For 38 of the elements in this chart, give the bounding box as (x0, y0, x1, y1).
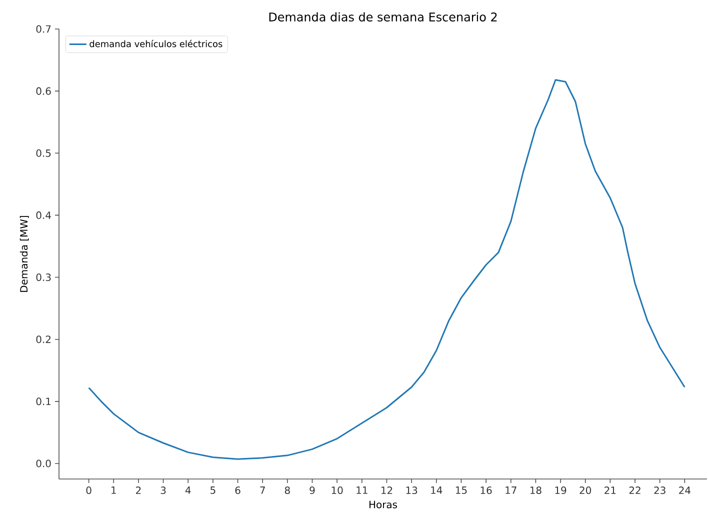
y-tick-label: 0.5 (36, 149, 51, 157)
x-tick-label: 16 (480, 486, 492, 494)
chart-title: Demanda dias de semana Escenario 2 (269, 12, 497, 22)
y-tick-label: 0.2 (36, 336, 50, 344)
x-tick-label: 21 (604, 486, 616, 494)
x-tick-label: 12 (381, 486, 392, 494)
x-tick-label: 11 (356, 486, 368, 494)
x-tick-label: 3 (160, 486, 166, 494)
x-tick-label: 24 (679, 486, 690, 494)
x-tick-label: 10 (332, 486, 343, 494)
x-tick-label: 6 (235, 486, 240, 494)
line-series (88, 79, 686, 460)
x-tick-label: 23 (654, 486, 666, 494)
y-tick-label: 0.1 (36, 398, 51, 406)
y-axis-title: Demanda [MW] (20, 216, 29, 292)
y-tick-label: 0.7 (36, 25, 51, 33)
x-tick-label: 19 (555, 486, 566, 494)
legend-label: demanda vehículos eléctricos (90, 40, 222, 48)
x-tick-label: 22 (629, 486, 640, 494)
x-tick-label: 1 (112, 486, 116, 494)
y-tick-label: 0.3 (36, 273, 51, 282)
x-tick-label: 18 (530, 486, 542, 494)
x-tick-label: 15 (456, 486, 467, 494)
y-tick-label: 0.0 (36, 460, 51, 468)
x-tick-label: 4 (185, 486, 191, 494)
y-tick-label: 0.4 (36, 211, 51, 219)
x-tick-label: 20 (580, 486, 592, 494)
x-tick-label: 13 (406, 486, 418, 494)
y-tick-label: 0.6 (36, 87, 51, 95)
x-tick-label: 14 (431, 486, 442, 494)
x-tick-label: 0 (86, 486, 92, 494)
x-tick-label: 8 (284, 486, 290, 494)
x-axis-title: Horas (369, 500, 398, 508)
x-tick-label: 2 (136, 486, 141, 494)
x-tick-label: 17 (506, 486, 516, 494)
x-tick-label: 7 (260, 486, 265, 494)
x-tick-label: 9 (310, 486, 315, 494)
x-tick-label: 5 (210, 486, 216, 494)
